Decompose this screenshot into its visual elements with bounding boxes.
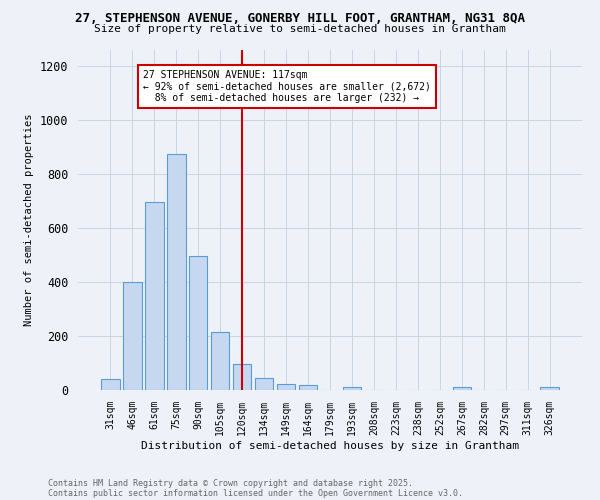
- Text: Size of property relative to semi-detached houses in Grantham: Size of property relative to semi-detach…: [94, 24, 506, 34]
- Bar: [343, 388, 361, 390]
- Bar: [452, 388, 471, 390]
- Text: 27, STEPHENSON AVENUE, GONERBY HILL FOOT, GRANTHAM, NG31 8QA: 27, STEPHENSON AVENUE, GONERBY HILL FOOT…: [75, 12, 525, 26]
- Bar: [233, 364, 251, 390]
- Text: Contains HM Land Registry data © Crown copyright and database right 2025.: Contains HM Land Registry data © Crown c…: [48, 478, 413, 488]
- X-axis label: Distribution of semi-detached houses by size in Grantham: Distribution of semi-detached houses by …: [141, 440, 519, 450]
- Bar: [277, 384, 295, 390]
- Text: Contains public sector information licensed under the Open Government Licence v3: Contains public sector information licen…: [48, 488, 463, 498]
- Bar: [189, 256, 208, 390]
- Bar: [145, 202, 164, 390]
- Y-axis label: Number of semi-detached properties: Number of semi-detached properties: [24, 114, 34, 326]
- Bar: [541, 388, 559, 390]
- Bar: [299, 384, 317, 390]
- Bar: [211, 332, 229, 390]
- Bar: [167, 154, 185, 390]
- Text: 27 STEPHENSON AVENUE: 117sqm
← 92% of semi-detached houses are smaller (2,672)
 : 27 STEPHENSON AVENUE: 117sqm ← 92% of se…: [143, 70, 431, 103]
- Bar: [123, 282, 142, 390]
- Bar: [101, 379, 119, 390]
- Bar: [255, 378, 274, 390]
